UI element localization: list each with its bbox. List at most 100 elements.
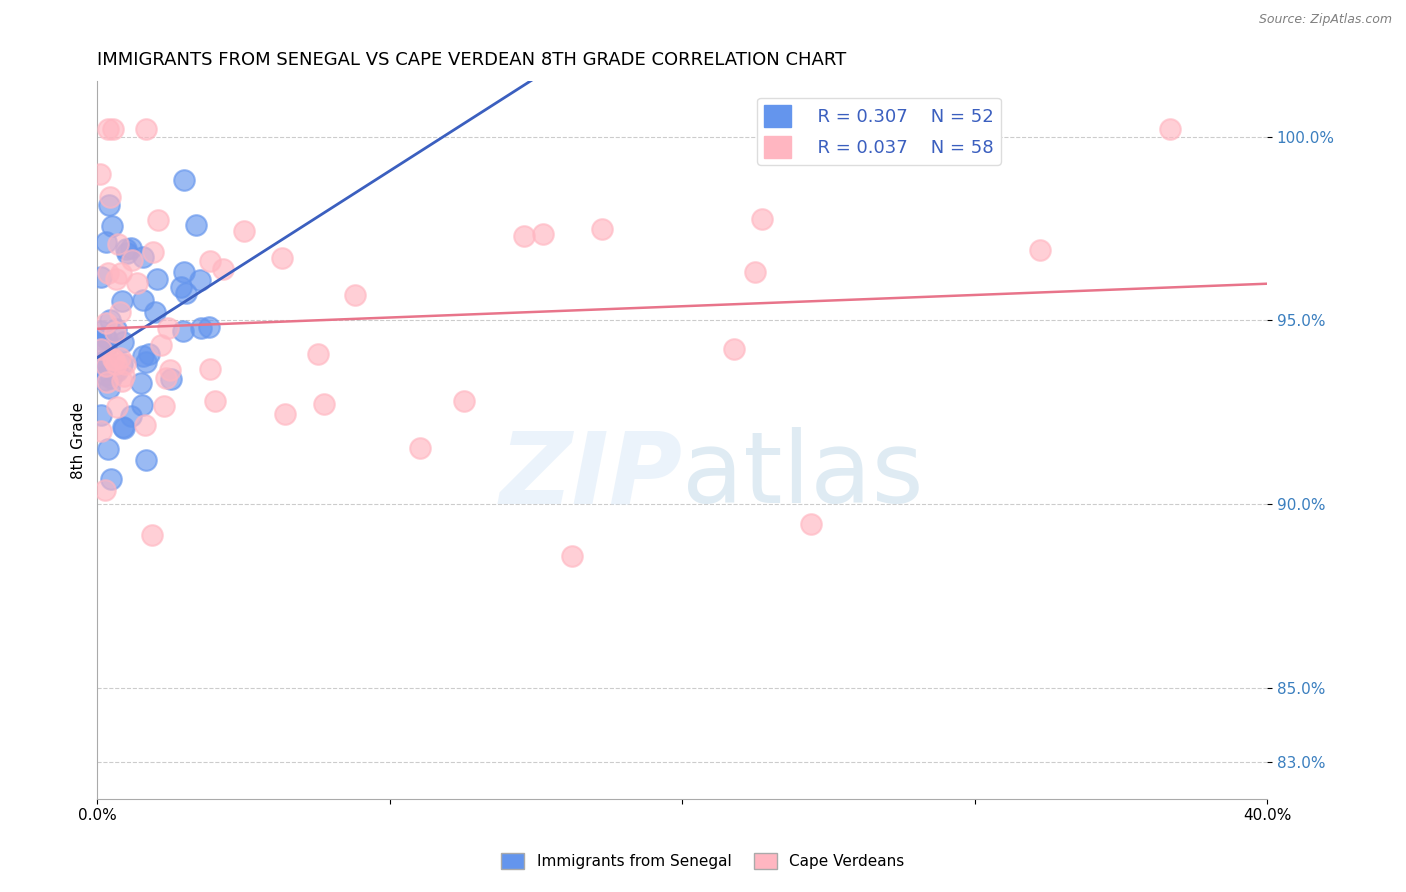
Point xyxy=(114,242,136,256)
Point xyxy=(170,279,193,293)
Point xyxy=(105,357,128,371)
Point xyxy=(105,272,128,286)
Point xyxy=(135,122,157,136)
Point xyxy=(132,250,155,264)
Point xyxy=(105,364,128,378)
Point xyxy=(90,425,112,439)
Point xyxy=(160,372,183,386)
Point xyxy=(204,393,226,408)
Point xyxy=(98,197,121,211)
Point xyxy=(409,441,432,455)
Point xyxy=(90,342,112,356)
Point xyxy=(512,228,534,243)
Point xyxy=(111,293,134,308)
Point xyxy=(96,316,118,330)
Point xyxy=(751,212,773,227)
Point xyxy=(117,245,139,260)
Point xyxy=(314,397,336,411)
Point xyxy=(107,237,129,252)
Point xyxy=(105,400,128,414)
Point xyxy=(101,351,124,366)
Point xyxy=(156,321,179,335)
Point xyxy=(274,407,297,421)
Point xyxy=(150,338,173,352)
Text: Source: ZipAtlas.com: Source: ZipAtlas.com xyxy=(1258,13,1392,27)
Point xyxy=(125,276,148,290)
Point xyxy=(143,304,166,318)
Point xyxy=(135,355,157,369)
Point xyxy=(97,381,120,395)
Point xyxy=(132,293,155,307)
Point xyxy=(121,253,143,268)
Point xyxy=(90,270,112,285)
Point xyxy=(561,549,583,563)
Point xyxy=(98,313,121,327)
Point xyxy=(1029,243,1052,257)
Point xyxy=(114,357,136,371)
Y-axis label: 8th Grade: 8th Grade xyxy=(72,401,86,478)
Point xyxy=(112,368,135,383)
Point xyxy=(190,321,212,335)
Point xyxy=(188,273,211,287)
Point xyxy=(453,394,475,409)
Point xyxy=(94,359,117,373)
Point xyxy=(94,235,117,249)
Point xyxy=(105,322,128,336)
Point xyxy=(98,190,121,204)
Point xyxy=(120,241,142,255)
Legend:   R = 0.307    N = 52,   R = 0.037    N = 58: R = 0.307 N = 52, R = 0.037 N = 58 xyxy=(756,97,1001,165)
Point xyxy=(94,483,117,497)
Point xyxy=(91,355,114,369)
Point xyxy=(90,332,112,346)
Point xyxy=(131,397,153,411)
Point xyxy=(96,332,118,346)
Point xyxy=(104,325,127,339)
Point xyxy=(134,417,156,432)
Point xyxy=(172,324,194,338)
Point xyxy=(103,352,125,367)
Point xyxy=(112,421,135,435)
Point xyxy=(94,368,117,382)
Point xyxy=(94,330,117,344)
Text: IMMIGRANTS FROM SENEGAL VS CAPE VERDEAN 8TH GRADE CORRELATION CHART: IMMIGRANTS FROM SENEGAL VS CAPE VERDEAN … xyxy=(97,51,846,69)
Point xyxy=(120,409,142,423)
Point xyxy=(271,251,294,265)
Point xyxy=(100,472,122,486)
Point xyxy=(108,351,131,365)
Point xyxy=(141,527,163,541)
Point xyxy=(146,213,169,227)
Point xyxy=(129,376,152,390)
Point xyxy=(1159,122,1181,136)
Point xyxy=(146,272,169,286)
Point xyxy=(198,361,221,376)
Point xyxy=(100,219,122,234)
Point xyxy=(186,218,208,232)
Point xyxy=(198,253,221,268)
Point xyxy=(174,286,197,301)
Point xyxy=(111,335,134,350)
Point xyxy=(533,227,555,242)
Point xyxy=(111,374,134,388)
Point xyxy=(153,399,176,413)
Point xyxy=(138,347,160,361)
Text: atlas: atlas xyxy=(682,427,924,524)
Point xyxy=(97,266,120,280)
Point xyxy=(723,342,745,356)
Point xyxy=(159,363,181,377)
Point xyxy=(90,408,112,422)
Point xyxy=(155,371,177,385)
Point xyxy=(97,122,120,136)
Point xyxy=(211,262,233,277)
Text: ZIP: ZIP xyxy=(499,427,682,524)
Point xyxy=(112,420,135,434)
Point xyxy=(744,265,766,279)
Point xyxy=(233,223,256,237)
Point xyxy=(132,349,155,363)
Point xyxy=(344,288,367,302)
Legend: Immigrants from Senegal, Cape Verdeans: Immigrants from Senegal, Cape Verdeans xyxy=(495,847,911,875)
Point xyxy=(110,266,132,280)
Point xyxy=(90,324,112,338)
Point xyxy=(94,341,117,355)
Point xyxy=(96,375,118,389)
Point xyxy=(173,173,195,187)
